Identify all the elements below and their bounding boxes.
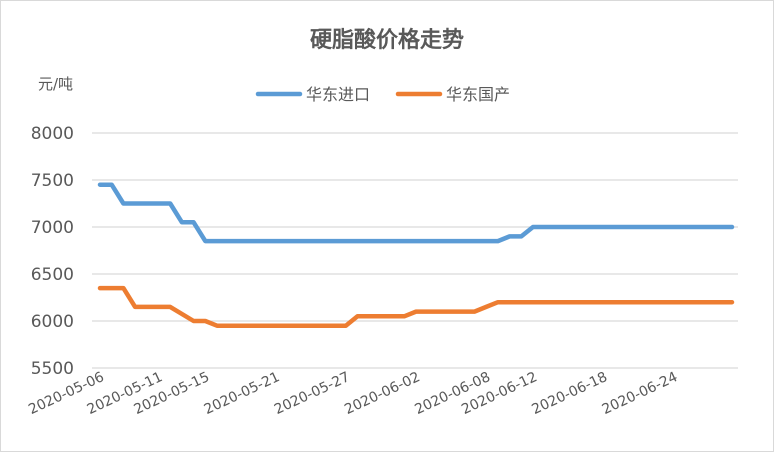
y-axis-ticks: 5500 6000 6500 7000 7500 8000 [31, 124, 74, 379]
x-axis-ticks: 2020-05-062020-05-112020-05-152020-05-21… [26, 369, 680, 418]
y-tick-label: 6000 [31, 312, 74, 332]
x-tick-label: 2020-05-27 [272, 369, 353, 418]
x-tick-label: 2020-06-02 [342, 369, 423, 418]
x-tick-label: 2020-05-21 [202, 369, 283, 418]
x-tick-label: 2020-06-24 [600, 369, 681, 418]
y-tick-label: 7500 [31, 171, 74, 191]
x-tick-label: 2020-06-18 [529, 369, 610, 418]
series-line-1 [97, 182, 735, 244]
series-lines [97, 182, 735, 328]
y-tick-label: 5500 [31, 359, 74, 379]
series-line-2 [97, 285, 735, 328]
legend-label-1: 华东进口 [306, 85, 370, 104]
y-axis-unit: 元/吨 [38, 75, 73, 93]
y-tick-label: 6500 [31, 265, 74, 285]
y-tick-label: 7000 [31, 218, 74, 238]
legend-label-2: 华东国产 [446, 85, 510, 104]
chart-title: 硬脂酸价格走势 [310, 27, 464, 53]
y-tick-label: 8000 [31, 124, 74, 144]
legend: 华东进口 华东国产 [255, 85, 510, 104]
gridlines [92, 132, 738, 369]
